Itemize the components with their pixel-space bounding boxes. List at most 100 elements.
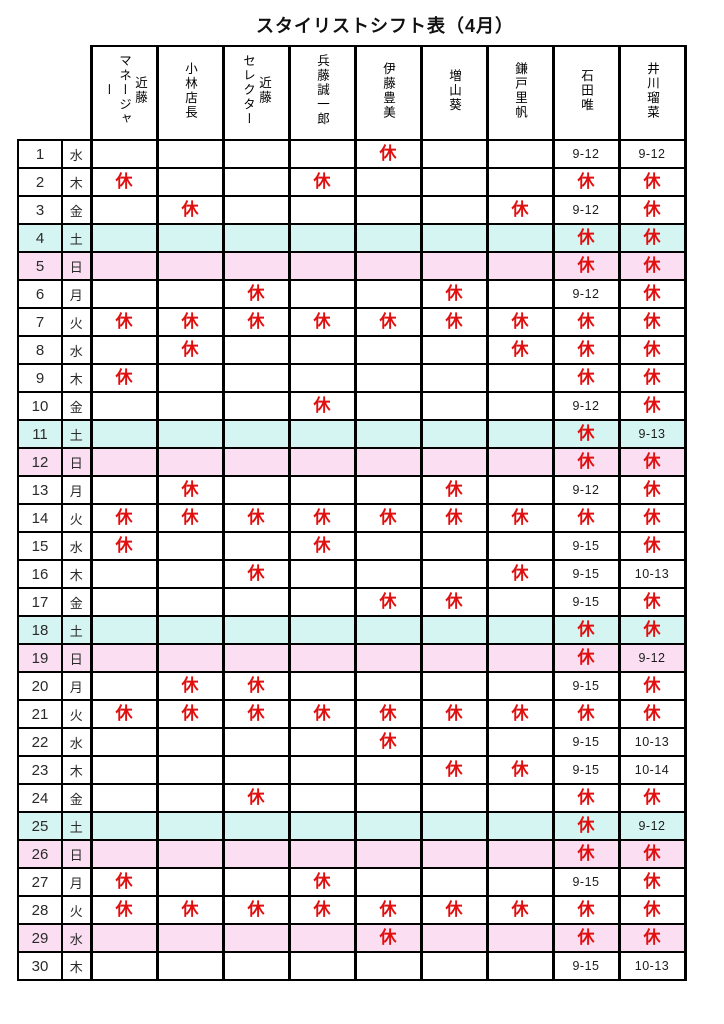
rest-mark: 休: [643, 927, 661, 947]
shift-cell: 休: [617, 615, 687, 645]
rest-mark: 休: [577, 843, 595, 863]
shift-cell: [287, 223, 357, 253]
day-row: 12 日 休 休: [17, 447, 687, 477]
shift-cell: 休: [221, 783, 291, 813]
shift-time: 10-13: [634, 567, 670, 581]
shift-cell: 休: [551, 223, 621, 253]
weekday-cell: 月: [61, 867, 92, 897]
rest-mark: 休: [247, 563, 265, 583]
shift-cell: [221, 951, 291, 981]
shift-cell: [353, 531, 423, 561]
rest-mark: 休: [313, 507, 331, 527]
shift-cell: [419, 811, 489, 841]
shift-time: 9-12: [638, 819, 666, 833]
rest-mark: 休: [115, 535, 133, 555]
shift-cell: 9-15: [551, 867, 621, 897]
weekday-cell: 土: [61, 811, 92, 841]
rest-mark: 休: [181, 703, 199, 723]
shift-cell: [353, 951, 423, 981]
shift-cell: 9-12: [551, 391, 621, 421]
shift-cell: [485, 419, 555, 449]
shift-cell: 休: [287, 307, 357, 337]
shift-time: 9-15: [572, 959, 600, 973]
shift-cell: 休: [485, 895, 555, 925]
day-number-cell: 16: [17, 559, 63, 589]
shift-cell: [419, 447, 489, 477]
rest-mark: 休: [643, 787, 661, 807]
day-row: 17 金 休 休 9-15 休: [17, 587, 687, 617]
day-number-cell: 29: [17, 923, 63, 953]
rest-mark: 休: [445, 283, 463, 303]
shift-cell: 9-15: [551, 531, 621, 561]
shift-cell: 休: [551, 307, 621, 337]
shift-cell: [485, 783, 555, 813]
rest-mark: 休: [445, 507, 463, 527]
rest-mark: 休: [577, 311, 595, 331]
day-row: 27 月 休 休 9-15 休: [17, 867, 687, 897]
rest-mark: 休: [643, 255, 661, 275]
shift-cell: [287, 615, 357, 645]
rest-mark: 休: [379, 927, 397, 947]
shift-cell: [419, 923, 489, 953]
shift-cell: [221, 587, 291, 617]
shift-cell: 休: [155, 671, 225, 701]
shift-cell: 休: [485, 559, 555, 589]
rest-mark: 休: [577, 339, 595, 359]
rest-mark: 休: [115, 367, 133, 387]
day-number-cell: 1: [17, 139, 63, 169]
rest-mark: 休: [379, 507, 397, 527]
rest-mark: 休: [643, 507, 661, 527]
rest-mark: 休: [511, 563, 529, 583]
shift-cell: [287, 335, 357, 365]
shift-cell: 休: [551, 363, 621, 393]
weekday-cell: 火: [61, 307, 92, 337]
shift-cell: [221, 755, 291, 785]
day-number-cell: 26: [17, 839, 63, 869]
rest-mark: 休: [643, 367, 661, 387]
shift-cell: 休: [155, 335, 225, 365]
shift-time: 9-15: [572, 567, 600, 581]
shift-cell: [485, 139, 555, 169]
shift-cell: [155, 167, 225, 197]
shift-cell: 休: [89, 307, 159, 337]
shift-cell: 休: [617, 923, 687, 953]
day-row: 29 水 休 休 休: [17, 923, 687, 953]
staff-name: 近藤 セレクター: [241, 54, 271, 127]
shift-cell: [155, 559, 225, 589]
shift-cell: 休: [287, 391, 357, 421]
staff-name: 鎌戸里帆: [513, 61, 527, 120]
shift-time: 9-15: [572, 539, 600, 553]
shift-cell: 休: [617, 251, 687, 281]
shift-cell: 休: [617, 671, 687, 701]
staff-name: 石田唯: [579, 68, 593, 113]
shift-cell: [89, 811, 159, 841]
shift-cell: [419, 223, 489, 253]
day-row: 30 木 9-15 10-13: [17, 951, 687, 981]
rest-mark: 休: [115, 871, 133, 891]
rest-mark: 休: [643, 311, 661, 331]
staff-name-header: 近藤 セレクター: [221, 45, 291, 141]
shift-cell: 9-12: [617, 139, 687, 169]
shift-cell: [353, 867, 423, 897]
header-spacer: [62, 46, 91, 140]
day-row: 18 土 休 休: [17, 615, 687, 645]
shift-cell: 10-13: [617, 727, 687, 757]
rest-mark: 休: [643, 675, 661, 695]
shift-cell: 休: [353, 307, 423, 337]
rest-mark: 休: [577, 171, 595, 191]
shift-cell: [89, 727, 159, 757]
staff-name: 近藤 マネージャー: [101, 54, 147, 127]
shift-cell: 休: [287, 895, 357, 925]
shift-cell: [353, 755, 423, 785]
shift-cell: [89, 223, 159, 253]
shift-cell: 9-15: [551, 755, 621, 785]
rest-mark: 休: [181, 311, 199, 331]
shift-cell: [353, 335, 423, 365]
shift-cell: [155, 811, 225, 841]
shift-cell: 休: [419, 475, 489, 505]
shift-cell: 休: [617, 475, 687, 505]
shift-cell: [155, 447, 225, 477]
shift-time: 10-13: [634, 735, 670, 749]
shift-cell: 休: [485, 699, 555, 729]
